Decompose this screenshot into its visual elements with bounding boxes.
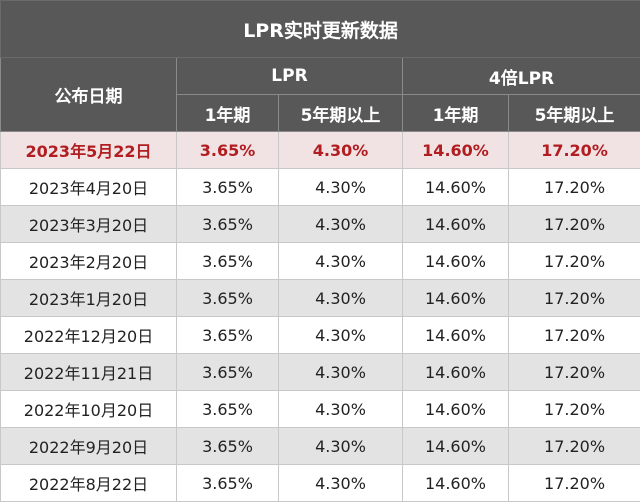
cell-lpr-5y: 4.30% [279, 169, 403, 206]
cell-4x-1y: 14.60% [403, 243, 509, 280]
cell-lpr-5y: 4.30% [279, 243, 403, 280]
cell-lpr-5y: 4.30% [279, 132, 403, 169]
cell-4x-5y: 17.20% [509, 465, 640, 502]
cell-4x-5y: 17.20% [509, 317, 640, 354]
cell-4x-5y: 17.20% [509, 206, 640, 243]
cell-4x-5y: 17.20% [509, 169, 640, 206]
cell-lpr-1y: 3.65% [177, 280, 279, 317]
header-lpr-1y: 1年期 [177, 95, 279, 132]
cell-lpr-5y: 4.30% [279, 354, 403, 391]
cell-lpr-5y: 4.30% [279, 317, 403, 354]
cell-4x-5y: 17.20% [509, 243, 640, 280]
cell-4x-5y: 17.20% [509, 132, 640, 169]
cell-4x-1y: 14.60% [403, 391, 509, 428]
cell-date: 2022年10月20日 [1, 391, 177, 428]
cell-4x-1y: 14.60% [403, 280, 509, 317]
cell-4x-1y: 14.60% [403, 354, 509, 391]
cell-lpr-1y: 3.65% [177, 169, 279, 206]
cell-date: 2022年12月20日 [1, 317, 177, 354]
cell-date: 2022年8月22日 [1, 465, 177, 502]
cell-4x-5y: 17.20% [509, 354, 640, 391]
cell-lpr-1y: 3.65% [177, 465, 279, 502]
cell-4x-5y: 17.20% [509, 428, 640, 465]
cell-lpr-5y: 4.30% [279, 206, 403, 243]
cell-4x-1y: 14.60% [403, 317, 509, 354]
cell-date: 2022年11月21日 [1, 354, 177, 391]
cell-lpr-1y: 3.65% [177, 132, 279, 169]
header-4x-1y: 1年期 [403, 95, 509, 132]
cell-date: 2022年9月20日 [1, 428, 177, 465]
cell-date: 2023年2月20日 [1, 243, 177, 280]
header-date: 公布日期 [1, 58, 177, 132]
cell-4x-5y: 17.20% [509, 391, 640, 428]
cell-lpr-1y: 3.65% [177, 428, 279, 465]
header-group-lpr: LPR [177, 58, 403, 95]
cell-4x-1y: 14.60% [403, 169, 509, 206]
cell-lpr-5y: 4.30% [279, 280, 403, 317]
cell-date: 2023年4月20日 [1, 169, 177, 206]
cell-lpr-5y: 4.30% [279, 465, 403, 502]
cell-lpr-1y: 3.65% [177, 354, 279, 391]
cell-lpr-5y: 4.30% [279, 428, 403, 465]
cell-4x-1y: 14.60% [403, 465, 509, 502]
cell-4x-1y: 14.60% [403, 428, 509, 465]
cell-4x-1y: 14.60% [403, 206, 509, 243]
header-lpr-5y: 5年期以上 [279, 95, 403, 132]
cell-date: 2023年5月22日 [1, 132, 177, 169]
header-4x-5y: 5年期以上 [509, 95, 640, 132]
cell-lpr-5y: 4.30% [279, 391, 403, 428]
cell-4x-1y: 14.60% [403, 132, 509, 169]
cell-lpr-1y: 3.65% [177, 243, 279, 280]
table-title: LPR实时更新数据 [1, 1, 640, 58]
cell-lpr-1y: 3.65% [177, 317, 279, 354]
cell-date: 2023年1月20日 [1, 280, 177, 317]
cell-4x-5y: 17.20% [509, 280, 640, 317]
header-group-4x-lpr: 4倍LPR [403, 58, 640, 95]
cell-lpr-1y: 3.65% [177, 206, 279, 243]
cell-lpr-1y: 3.65% [177, 391, 279, 428]
cell-date: 2023年3月20日 [1, 206, 177, 243]
